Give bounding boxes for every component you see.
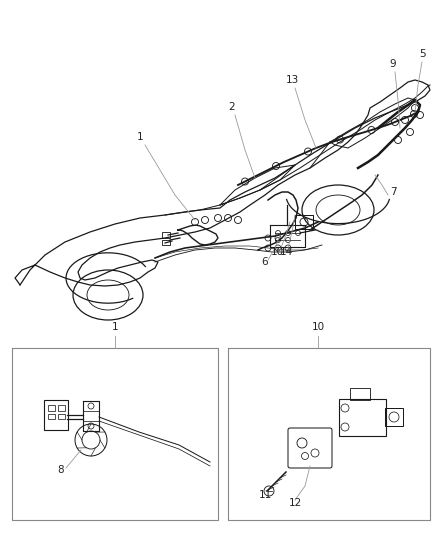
Text: 8: 8 [58,465,64,475]
Text: 1: 1 [112,322,118,332]
Bar [162,232,170,238]
Text: 12: 12 [288,498,302,508]
Bar [350,388,370,400]
Text: 9: 9 [390,59,396,69]
Bar [58,414,65,419]
Bar [58,405,65,411]
Text: 14: 14 [279,247,293,257]
Text: 13: 13 [286,75,299,85]
Text: 11: 11 [258,490,272,500]
Bar [162,240,170,245]
Bar [48,405,55,411]
Text: 2: 2 [229,102,235,112]
Text: 10: 10 [270,247,283,257]
Text: 7: 7 [390,187,397,197]
Text: 1: 1 [137,132,143,142]
Text: 6: 6 [261,257,268,267]
Text: 10: 10 [311,322,325,332]
Bar [385,408,403,426]
Text: 5: 5 [419,49,425,59]
Bar [48,414,55,419]
